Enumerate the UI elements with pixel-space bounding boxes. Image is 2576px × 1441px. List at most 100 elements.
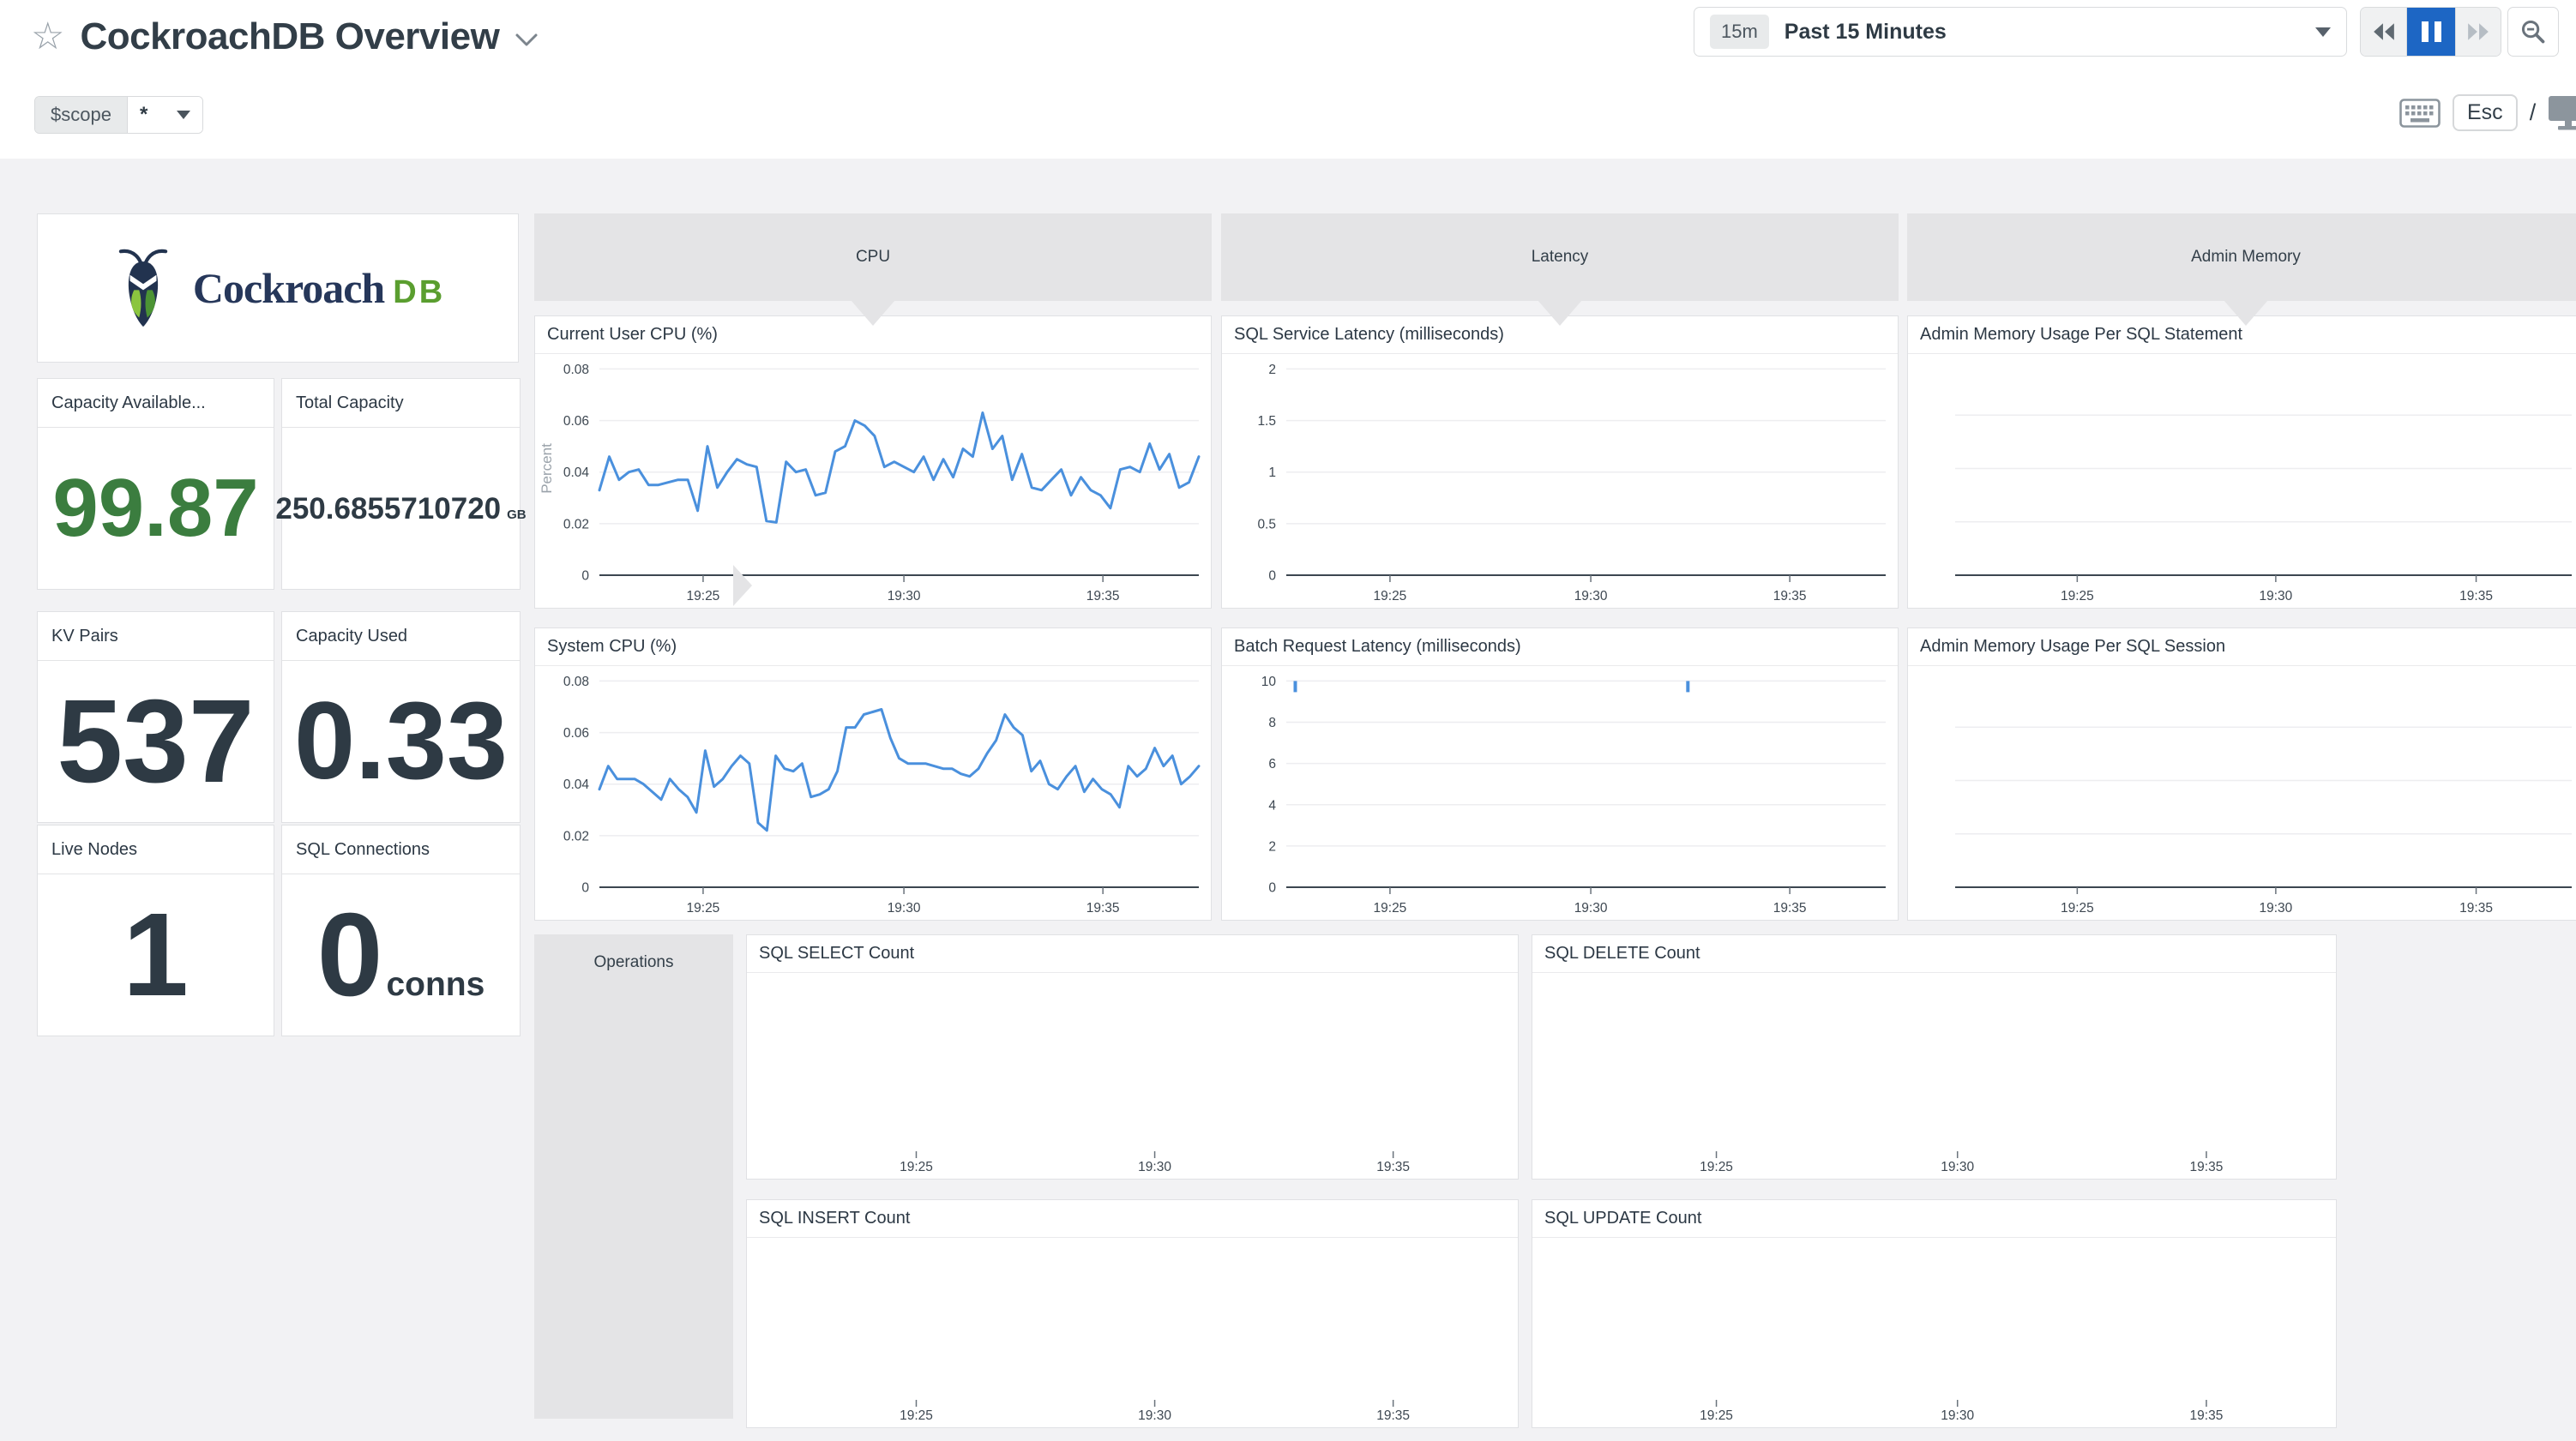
- svg-text:19:35: 19:35: [1376, 1160, 1410, 1174]
- top-bar: ☆ CockroachDB Overview 15m Past 15 Minut…: [0, 0, 2576, 159]
- svg-text:19:35: 19:35: [2190, 1160, 2224, 1174]
- stat-title: Capacity Available...: [38, 379, 274, 428]
- group-notch: [2224, 300, 2268, 326]
- stat-capacity-available[interactable]: Capacity Available... 99.87: [37, 378, 274, 590]
- stat-title: SQL Connections: [282, 826, 520, 874]
- group-label: Admin Memory: [2191, 248, 2301, 266]
- svg-text:0.04: 0.04: [563, 465, 590, 480]
- group-notch: [733, 565, 752, 606]
- chart-sql-service-latency[interactable]: 0 0.5 1 1.5 2 19:25 19:30 19:35: [1222, 355, 1898, 608]
- stat-sql-connections[interactable]: SQL Connections 0 conns: [281, 825, 521, 1036]
- chart-admin-memory-session[interactable]: 19:25 19:30 19:35: [1908, 667, 2576, 920]
- widget-title: SQL INSERT Count: [747, 1200, 1518, 1238]
- stat-value: 250.6855710720: [275, 491, 502, 525]
- svg-text:19:35: 19:35: [1086, 589, 1120, 603]
- stat-capacity-used[interactable]: Capacity Used 0.33: [281, 611, 521, 823]
- stat-unit: conns: [386, 966, 485, 1003]
- svg-text:19:35: 19:35: [1086, 901, 1120, 916]
- svg-text:19:25: 19:25: [1374, 589, 1407, 603]
- stat-value: 0: [316, 889, 383, 1021]
- stat-value: 1: [123, 889, 189, 1021]
- rewind-button[interactable]: [2361, 8, 2406, 56]
- chart-admin-memory-statement[interactable]: 19:25 19:30 19:35: [1908, 355, 2576, 608]
- chart-sql-select-count[interactable]: 19:25 19:30 19:35: [747, 974, 1518, 1179]
- chevron-down-icon[interactable]: [515, 33, 539, 48]
- svg-text:0: 0: [1268, 881, 1276, 896]
- pause-button[interactable]: [2406, 8, 2455, 56]
- chart-sql-update-count[interactable]: 19:25 19:30 19:35: [1532, 1239, 2336, 1427]
- widget-sql-delete-count[interactable]: SQL DELETE Count 19:25 19:30 19:35: [1532, 934, 2337, 1180]
- svg-text:19:25: 19:25: [900, 1408, 933, 1423]
- widget-admin-memory-session[interactable]: Admin Memory Usage Per SQL Session 19:25…: [1907, 627, 2576, 921]
- pause-icon: [2421, 21, 2441, 42]
- widget-sql-service-latency[interactable]: SQL Service Latency (milliseconds) 0 0.5 1…: [1221, 315, 1899, 609]
- dashboard-title[interactable]: CockroachDB Overview: [80, 15, 500, 57]
- widget-sql-insert-count[interactable]: SQL INSERT Count 19:25 19:30 19:35: [746, 1199, 1519, 1428]
- stat-value: 99.87: [52, 462, 259, 554]
- keyboard-icon[interactable]: [2399, 98, 2441, 128]
- template-variable-scope[interactable]: $scope *: [34, 96, 203, 134]
- widget-title: SQL UPDATE Count: [1532, 1200, 2336, 1238]
- group-header-admin-memory[interactable]: Admin Memory: [1907, 213, 2576, 301]
- zoom-out-button[interactable]: [2507, 7, 2559, 57]
- widget-title: Admin Memory Usage Per SQL Statement: [1908, 316, 2576, 354]
- widget-sql-select-count[interactable]: SQL SELECT Count 19:25 19:30 19:35: [746, 934, 1519, 1180]
- svg-text:19:25: 19:25: [1700, 1160, 1733, 1174]
- chart-system-cpu[interactable]: 0 0.02 0.04 0.06 0.08 19:25 19:30 19:35: [535, 667, 1211, 920]
- svg-text:0.02: 0.02: [563, 829, 589, 844]
- widget-title: System CPU (%): [535, 628, 1211, 666]
- dropdown-caret-icon: [2315, 27, 2331, 37]
- template-variable-value: *: [126, 97, 202, 133]
- chart-batch-request-latency[interactable]: 0 2 4 6 8 10 19:25 19:30 19:35: [1222, 667, 1898, 920]
- svg-text:19:30: 19:30: [1138, 1160, 1171, 1174]
- svg-text:19:25: 19:25: [900, 1160, 933, 1174]
- fast-forward-button[interactable]: [2455, 8, 2501, 56]
- svg-text:19:25: 19:25: [2061, 589, 2094, 603]
- fast-forward-icon: [2468, 23, 2489, 40]
- stat-kv-pairs[interactable]: KV Pairs 537: [37, 611, 274, 823]
- group-header-operations[interactable]: Operations: [534, 934, 733, 1419]
- svg-text:19:30: 19:30: [2259, 901, 2292, 916]
- stat-title: Capacity Used: [282, 612, 520, 661]
- chart-current-user-cpu[interactable]: 0 0.02 0.04 0.06 0.08 19:25 19:30 19:35 Percent: [535, 355, 1211, 608]
- svg-text:19:30: 19:30: [1941, 1408, 1974, 1423]
- group-notch: [851, 300, 895, 326]
- time-range-picker[interactable]: 15m Past 15 Minutes: [1694, 7, 2347, 57]
- widget-system-cpu[interactable]: System CPU (%) 0 0.02 0.04 0.06 0.08 19:25 19:…: [534, 627, 1212, 921]
- template-variable-name: $scope: [35, 97, 127, 133]
- svg-text:0.08: 0.08: [563, 675, 589, 689]
- widget-current-user-cpu[interactable]: Current User CPU (%) 0 0.02 0.04 0.06 0.08 19…: [534, 315, 1212, 609]
- favorite-star-icon[interactable]: ☆: [31, 15, 65, 57]
- svg-text:19:30: 19:30: [888, 589, 921, 603]
- cockroach-bug-icon: [118, 249, 168, 327]
- svg-text:19:25: 19:25: [1700, 1408, 1733, 1423]
- widget-title: Batch Request Latency (milliseconds): [1222, 628, 1898, 666]
- chart-sql-delete-count[interactable]: 19:25 19:30 19:35: [1532, 974, 2336, 1179]
- svg-text:Percent: Percent: [539, 443, 555, 494]
- widget-batch-request-latency[interactable]: Batch Request Latency (milliseconds) 0 2 4…: [1221, 627, 1899, 921]
- tv-mode-icon[interactable]: [2548, 95, 2576, 131]
- svg-text:19:25: 19:25: [687, 589, 720, 603]
- chart-sql-insert-count[interactable]: 19:25 19:30 19:35: [747, 1239, 1518, 1427]
- svg-text:10: 10: [1261, 675, 1277, 689]
- svg-text:19:35: 19:35: [2459, 901, 2493, 916]
- stat-total-capacity[interactable]: Total Capacity 250.6855710720 GB: [275, 378, 527, 590]
- widget-title: Current User CPU (%): [535, 316, 1211, 354]
- stat-live-nodes[interactable]: Live Nodes 1: [37, 825, 274, 1036]
- widget-admin-memory-statement[interactable]: Admin Memory Usage Per SQL Statement 19:…: [1907, 315, 2576, 609]
- widget-sql-update-count[interactable]: SQL UPDATE Count 19:25 19:30 19:35: [1532, 1199, 2337, 1428]
- group-label: CPU: [855, 248, 891, 266]
- svg-text:8: 8: [1268, 716, 1276, 730]
- playback-controls: [2360, 7, 2501, 57]
- svg-text:19:35: 19:35: [2459, 589, 2493, 603]
- cockroachdb-logo-widget[interactable]: Cockroach DB: [37, 213, 519, 363]
- rewind-icon: [2373, 23, 2394, 40]
- svg-text:19:30: 19:30: [2259, 589, 2292, 603]
- group-header-cpu[interactable]: CPU: [534, 213, 1212, 301]
- svg-text:0.5: 0.5: [1257, 517, 1276, 531]
- group-notch: [1538, 300, 1582, 326]
- group-label: Operations: [593, 953, 674, 971]
- group-header-latency[interactable]: Latency: [1221, 213, 1899, 301]
- svg-text:0: 0: [581, 569, 589, 584]
- stat-title: Total Capacity: [282, 379, 520, 428]
